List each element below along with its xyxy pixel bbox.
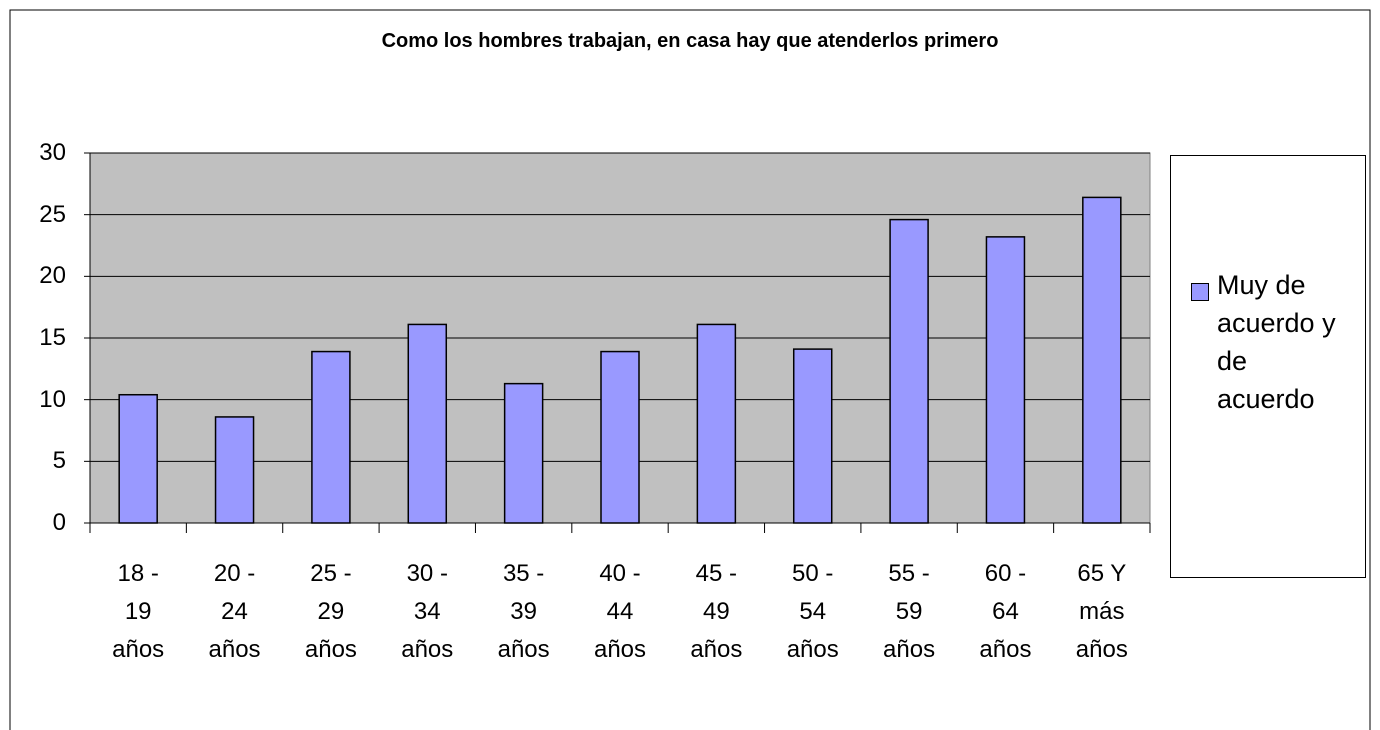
x-tick-label: 40 - 44 años [593,560,647,663]
bar [214,416,255,524]
x-tick-label: 60 - 64 años [979,560,1032,663]
bar [118,393,158,524]
bar [985,236,1026,524]
x-tick-label: 55 - 59 años [883,560,936,663]
chart-title: Como los hombres trabajan, en casa hay q… [381,30,999,52]
y-tick-label: 20 [39,262,66,290]
bar [696,323,737,524]
legend-swatch [1191,283,1209,301]
bar [503,382,544,524]
legend: Muy de acuerdo y de acuerdo [1170,155,1366,578]
y-tick-label: 30 [39,139,66,166]
x-tick-label: 30 - 34 años [401,560,454,663]
x-tick-label: 25 - 29 años [304,560,357,663]
bar [407,323,448,524]
bar [311,350,351,524]
bar [1082,196,1122,524]
x-tick-label: 50 - 54 años [786,560,839,663]
y-tick-label: 15 [39,324,66,351]
y-tick-label: 5 [52,447,66,475]
y-tick-label: 0 [52,509,66,536]
bar [792,348,833,524]
legend-label: Muy de acuerdo y de acuerdo [1217,270,1336,414]
x-tick-label: 65 Y más años [1075,560,1128,663]
bar [600,350,640,524]
x-tick-label: 35 - 39 años [497,560,550,663]
frame [9,9,1371,730]
bar [889,218,929,524]
x-tick-label: 18 - 19 años [112,560,165,663]
x-tick-label: 20 - 24 años [208,560,261,663]
y-tick-label: 10 [39,385,66,413]
y-tick-label: 25 [39,200,66,228]
x-tick-label: 45 - 49 años [690,560,743,663]
